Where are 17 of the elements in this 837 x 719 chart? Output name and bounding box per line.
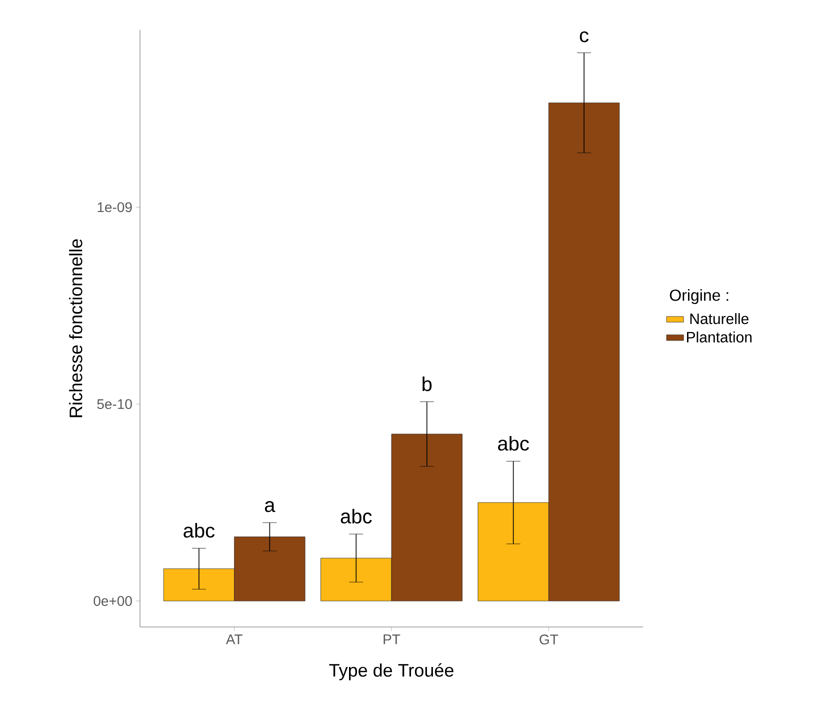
y-tick-label: 5e-10 [97,399,132,410]
y-tick-label: 1e-09 [98,202,132,212]
legend-label: Plantation [687,331,752,342]
legend-title: Origine : [670,289,728,304]
y-axis-title: Richesse fonctionnelle [69,239,82,418]
data-label: b [422,376,432,392]
data-label: a [264,501,276,512]
x-tick-label: GT [540,634,558,644]
data-label: c [580,31,589,42]
data-label: abc [340,508,372,524]
x-tick-label: AT [226,634,242,644]
y-tick-label: 0e+00 [94,596,132,606]
x-axis-title: Type de Trouée [329,663,454,680]
data-label: abc [184,523,215,538]
legend-label: Naturelle [690,313,748,324]
data-label: abc [498,436,529,451]
x-tick-label: PT [384,634,400,644]
